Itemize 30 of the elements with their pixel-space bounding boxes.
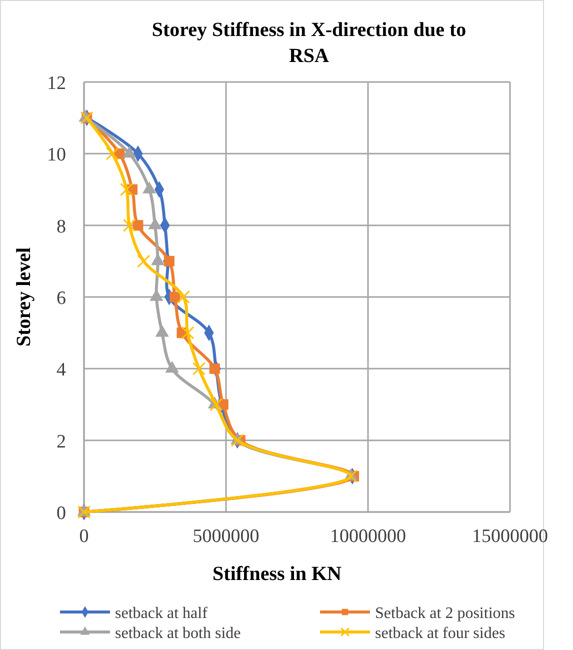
point — [122, 218, 136, 232]
y-tick-label: 4 — [56, 360, 66, 381]
legend-label: setback at both side — [115, 625, 241, 642]
point — [137, 254, 150, 268]
legend-label: setback at half — [115, 605, 208, 622]
x-axis-title: Stiffness in KN — [212, 563, 342, 585]
x-tick-label: 15000000 — [472, 526, 548, 547]
y-tick-label: 0 — [56, 503, 66, 524]
x-tick-label: 10000000 — [330, 526, 406, 547]
point — [164, 256, 174, 266]
point — [106, 147, 119, 160]
x-tick-label: 0 — [79, 526, 89, 547]
x-tick-label: 5000000 — [192, 526, 260, 547]
point — [209, 398, 223, 412]
point — [344, 470, 358, 483]
y-tick-label: 12 — [47, 73, 66, 94]
legend-label: setback at four sides — [375, 625, 506, 642]
point — [209, 363, 220, 374]
point — [132, 220, 144, 231]
point — [181, 326, 194, 340]
y-tick-label: 2 — [56, 431, 66, 452]
y-tick-label: 6 — [56, 288, 66, 309]
point — [192, 362, 206, 376]
y-axis-title: Storey level — [13, 247, 35, 347]
chart-title: Storey Stiffness in X-direction due to RSA — [152, 19, 466, 67]
point — [176, 290, 190, 304]
y-tick-label: 10 — [47, 144, 66, 166]
y-tick-label: 8 — [56, 216, 66, 238]
legend-label: Setback at 2 positions — [375, 605, 515, 622]
point — [120, 182, 134, 196]
